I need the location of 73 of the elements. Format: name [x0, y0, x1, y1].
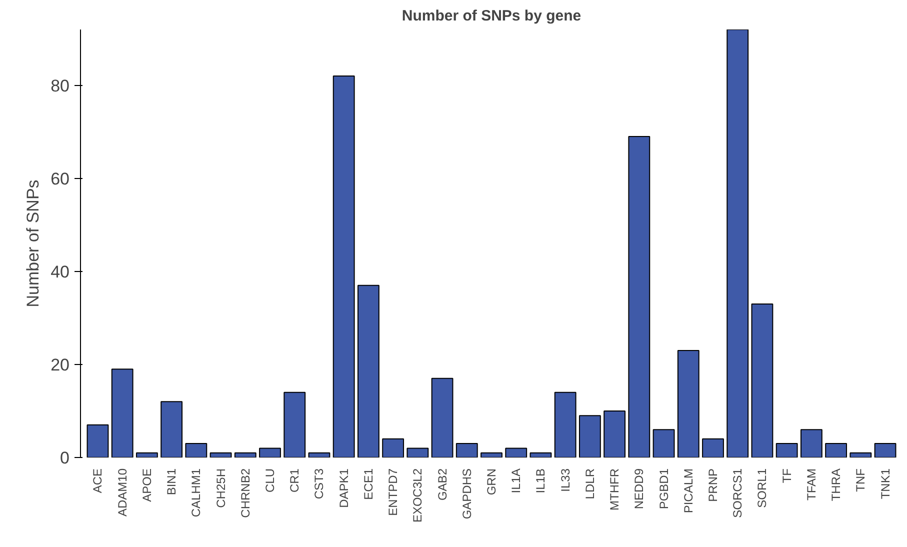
y-tick-label: 40: [50, 262, 70, 282]
bar: [284, 392, 306, 458]
bar: [800, 429, 822, 458]
bar: [111, 368, 134, 458]
x-tick-label: IL1A: [509, 468, 524, 494]
bar: [628, 136, 650, 458]
bar: [259, 448, 281, 458]
bar: [308, 452, 330, 458]
bar: [751, 303, 774, 458]
x-tick-label: SORL1: [755, 468, 770, 508]
bar: [357, 284, 380, 458]
x-tick-label: TF: [780, 468, 794, 484]
x-tick-label: DAPK1: [336, 468, 351, 508]
x-tick-label: CHRNB2: [238, 468, 252, 518]
x-tick-label: CLU: [263, 468, 278, 493]
bar: [702, 438, 724, 458]
x-tick-label: TNK1: [878, 468, 892, 500]
x-tick-label: CH25H: [214, 468, 228, 508]
bar: [874, 443, 896, 458]
chart-title: Number of SNPs by gene: [402, 8, 582, 24]
x-tick-label: ECE1: [361, 468, 376, 500]
bar: [86, 424, 109, 458]
bar: [726, 30, 749, 458]
bar: [652, 429, 675, 458]
bar: [505, 448, 528, 458]
x-tick-label: ACE: [90, 468, 105, 494]
x-tick-label: APOE: [140, 468, 154, 502]
x-tick-label: PICALM: [681, 468, 696, 514]
x-tick-label: THRA: [829, 468, 844, 502]
y-tick-label: 0: [60, 448, 70, 468]
bar: [604, 410, 626, 458]
bar: [406, 448, 429, 458]
bar: [234, 452, 256, 458]
x-tick-label: IL1B: [534, 468, 548, 494]
x-tick-label: CALHM1: [189, 468, 204, 518]
y-tick-label: 80: [50, 76, 70, 96]
y-tick-label: 20: [50, 355, 70, 374]
x-tick-label: TFAM: [804, 468, 818, 500]
x-tick-label: MTHFR: [608, 468, 622, 510]
y-tick-label: 60: [50, 169, 70, 188]
bar: [160, 401, 183, 458]
bar: [480, 452, 502, 458]
bar: [185, 443, 208, 458]
x-tick-label: TNF: [854, 468, 868, 492]
x-tick-label: CST3: [312, 468, 326, 500]
x-tick-label: GAB2: [435, 468, 450, 501]
x-tick-label: NEDD9: [632, 468, 646, 510]
x-tick-label: PGBD1: [656, 468, 671, 510]
x-tick-label: ENTPD7: [386, 468, 400, 516]
bar: [850, 452, 872, 458]
y-axis-title: Number of SNPs: [24, 180, 43, 308]
bar: [776, 443, 798, 458]
x-tick-label: ADAM10: [115, 468, 130, 517]
x-tick-label: PRNP: [706, 468, 720, 502]
bar: [431, 378, 454, 458]
x-tick-label: IL33: [558, 468, 572, 492]
bar: [210, 452, 232, 458]
bar: [456, 443, 478, 458]
bar: [578, 415, 601, 458]
x-tick-label: GRN: [484, 468, 498, 496]
bar: [530, 452, 552, 458]
bar: [554, 392, 576, 458]
bar: [136, 452, 158, 458]
bar: [677, 350, 700, 458]
bar: [332, 76, 355, 458]
x-tick-label: LDLR: [582, 468, 597, 500]
bar: [382, 438, 404, 458]
bar: [825, 443, 848, 458]
x-tick-label: BIN1: [164, 468, 179, 496]
x-tick-label: GAPDHS: [460, 468, 474, 520]
x-tick-label: CR1: [288, 468, 302, 493]
x-tick-label: EXOC3L2: [410, 468, 425, 523]
x-tick-label: SORCS1: [730, 468, 745, 518]
